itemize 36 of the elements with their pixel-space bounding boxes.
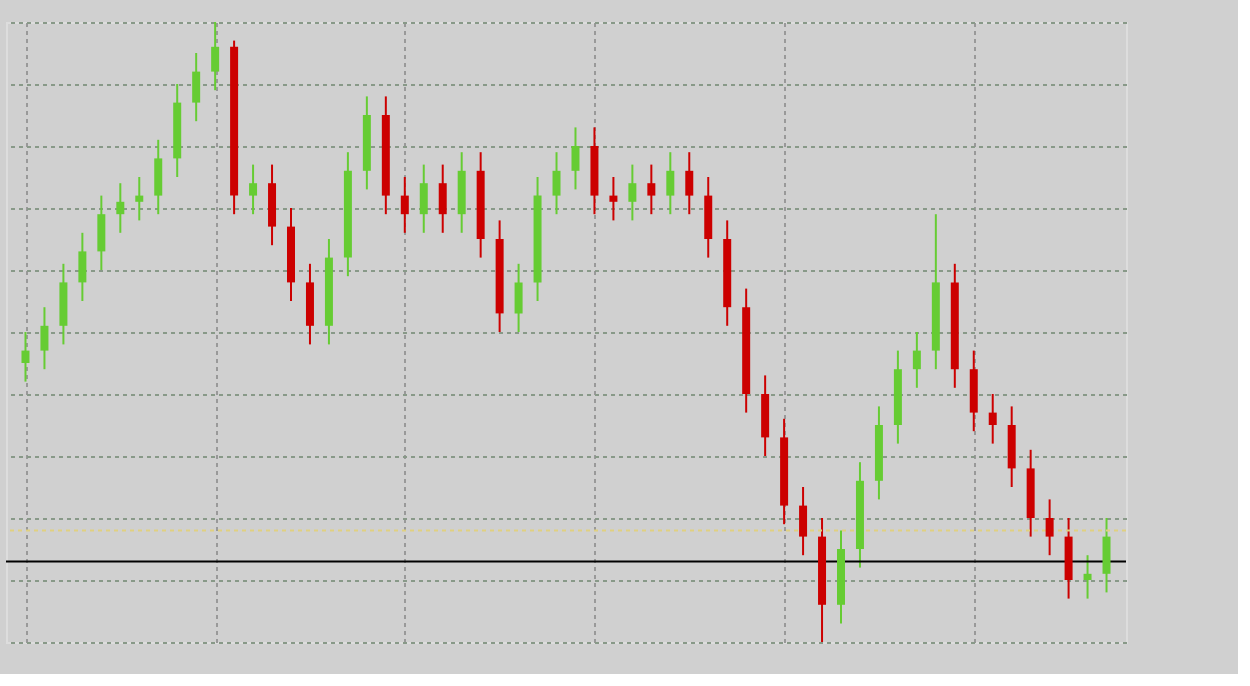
candlestick <box>647 163 656 216</box>
candlestick <box>628 163 637 222</box>
candlestick <box>116 182 125 234</box>
candlestick <box>268 163 277 247</box>
candlestick <box>1102 517 1111 594</box>
candlestick <box>135 176 144 222</box>
candlestick <box>59 262 68 346</box>
candlestick <box>154 138 163 216</box>
candlestick <box>457 151 466 234</box>
candlestick <box>438 163 447 234</box>
candlestick <box>609 176 618 222</box>
candlestick <box>21 331 30 383</box>
candlestick <box>249 163 258 216</box>
candlestick <box>211 21 220 92</box>
candlestick <box>988 393 997 445</box>
candlestick <box>1083 554 1092 600</box>
candlestick <box>192 52 201 123</box>
candlestick <box>685 151 694 216</box>
candlestick <box>97 194 106 271</box>
candlestick <box>1045 498 1054 557</box>
candlestick <box>969 349 978 433</box>
candlestick <box>912 331 921 389</box>
candlestick <box>400 176 409 234</box>
candlestick <box>78 231 87 302</box>
candlestick <box>571 126 580 191</box>
candlestick <box>704 176 713 259</box>
candlestick <box>552 151 561 216</box>
candlestick <box>761 374 770 457</box>
candlestick <box>419 163 428 234</box>
candlestick <box>514 262 523 333</box>
candlestick <box>1007 405 1016 488</box>
candlestick <box>1064 517 1073 600</box>
candlestick <box>305 262 314 346</box>
candlestick <box>799 486 808 557</box>
candlestick <box>666 151 675 216</box>
candlestick <box>40 306 49 371</box>
